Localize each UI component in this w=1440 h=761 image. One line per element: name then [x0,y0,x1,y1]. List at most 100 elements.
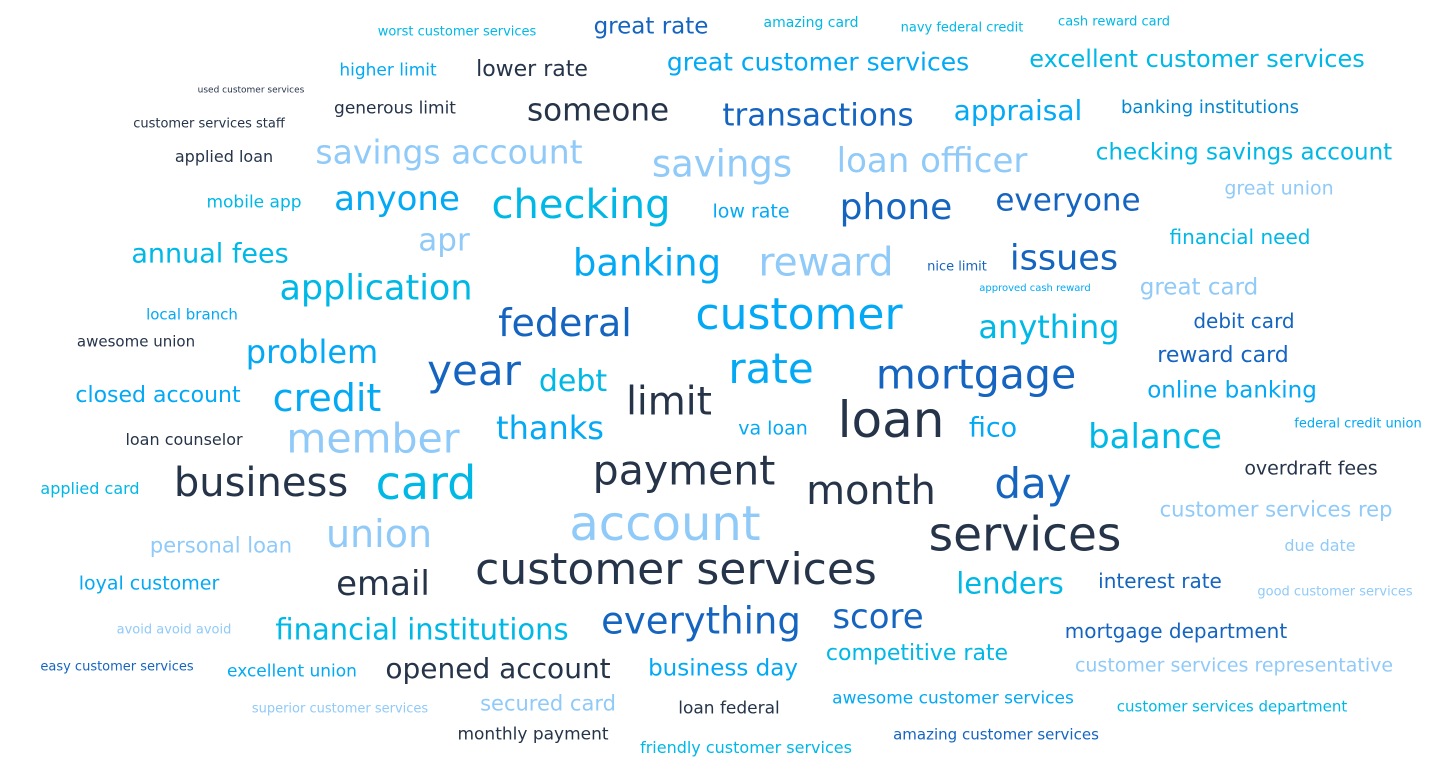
word-thanks: thanks [496,409,604,447]
word-account: account [569,496,761,552]
word-customer-services-rep: customer services rep [1159,497,1393,522]
word-day: day [994,459,1072,508]
word-loyal-customer: loyal customer [78,572,220,595]
word-banking-institutions: banking institutions [1120,97,1300,118]
word-apr: apr [418,222,470,259]
word-balance: balance [1088,417,1222,457]
word-good-customer-services: good customer services [1257,584,1413,600]
word-opened-account: opened account [385,652,611,685]
word-financial-need: financial need [1169,225,1311,249]
word-customer-services-representative: customer services representative [1074,654,1394,677]
word-mortgage-department: mortgage department [1064,619,1288,643]
word-credit: credit [272,376,382,420]
word-amazing-customer-services: amazing customer services [893,725,1099,744]
word-application: application [279,268,473,309]
word-monthly-payment: monthly payment [457,724,609,745]
word-transactions: transactions [722,97,914,134]
word-worst-customer-services: worst customer services [377,24,537,40]
word-rate: rate [728,344,814,393]
word-excellent-customer-services: excellent customer services [1029,45,1365,73]
word-customer-services-department: customer services department [1116,697,1348,716]
word-secured-card: secured card [480,691,616,716]
word-loan-officer: loan officer [836,141,1028,181]
word-great-customer-services: great customer services [666,47,970,77]
word-phone: phone [839,187,953,228]
word-loan: loan [837,391,945,449]
word-generous-limit: generous limit [334,98,456,119]
word-loan-counselor: loan counselor [125,430,243,449]
word-federal: federal [498,301,632,345]
word-great-rate: great rate [593,13,709,40]
word-personal-loan: personal loan [149,533,293,558]
word-friendly-customer-services: friendly customer services [640,738,852,757]
word-year: year [427,346,521,395]
word-customer: customer [695,289,903,340]
word-annual-fees: annual fees [131,238,289,270]
word-services: services [928,507,1122,563]
word-closed-account: closed account [75,383,241,408]
word-navy-federal-credit: navy federal credit [900,20,1024,36]
word-savings: savings [651,142,793,186]
word-online-banking: online banking [1147,377,1317,404]
word-issues: issues [1009,238,1119,279]
word-mortgage: mortgage [875,350,1077,399]
word-applied-loan: applied loan [174,147,274,166]
word-everything: everything [601,599,801,643]
word-customer-services: customer services [475,544,877,595]
word-federal-credit-union: federal credit union [1294,416,1422,432]
word-awesome-union: awesome union [76,332,196,351]
word-appraisal: appraisal [953,94,1083,127]
word-card: card [375,456,477,510]
word-reward: reward [758,240,894,286]
word-customer-services-staff: customer services staff [133,116,285,132]
word-score: score [832,597,924,637]
word-great-union: great union [1224,177,1334,200]
word-low-rate: low rate [712,200,790,223]
word-easy-customer-services: easy customer services [40,659,194,675]
word-mobile-app: mobile app [206,192,302,213]
word-union: union [325,512,433,556]
word-financial-institutions: financial institutions [275,612,569,647]
word-checking: checking [491,182,671,228]
word-debit-card: debit card [1193,309,1295,333]
word-interest-rate: interest rate [1098,569,1222,593]
word-anyone: anyone [334,179,460,219]
word-payment: payment [592,446,776,495]
word-overdraft-fees: overdraft fees [1244,457,1378,480]
word-email: email [336,564,430,604]
word-savings-account: savings account [315,132,583,172]
word-local-branch: local branch [146,305,238,324]
word-someone: someone [526,92,670,129]
word-superior-customer-services: superior customer services [251,701,429,717]
word-banking: banking [572,241,722,285]
word-everyone: everyone [995,182,1141,219]
word-higher-limit: higher limit [339,60,437,81]
word-problem: problem [245,333,379,371]
word-checking-savings-account: checking savings account [1095,139,1393,166]
word-loan-federal: loan federal [678,698,780,719]
word-reward-card: reward card [1157,343,1289,368]
word-anything: anything [978,308,1120,346]
word-month: month [806,468,936,514]
word-limit: limit [626,379,712,425]
word-cash-reward-card: cash reward card [1058,14,1170,30]
word-applied-card: applied card [40,479,140,498]
word-fico: fico [968,412,1018,444]
word-great-card: great card [1139,274,1259,301]
word-avoid-avoid-avoid: avoid avoid avoid [116,622,232,638]
word-va-loan: va loan [738,417,808,440]
word-amazing-card: amazing card [763,15,859,31]
word-debt: debt [538,364,608,399]
word-due-date: due date [1284,536,1356,555]
word-used-customer-services: used customer services [197,85,305,96]
word-member: member [286,414,460,463]
word-nice-limit: nice limit [927,259,987,275]
word-business-day: business day [648,655,798,682]
word-competitive-rate: competitive rate [825,641,1009,666]
word-lenders: lenders [956,566,1064,601]
word-awesome-customer-services: awesome customer services [832,688,1074,709]
word-lower-rate: lower rate [476,57,588,82]
word-approved-cash-reward: approved cash reward [979,283,1091,294]
word-business: business [173,460,349,506]
